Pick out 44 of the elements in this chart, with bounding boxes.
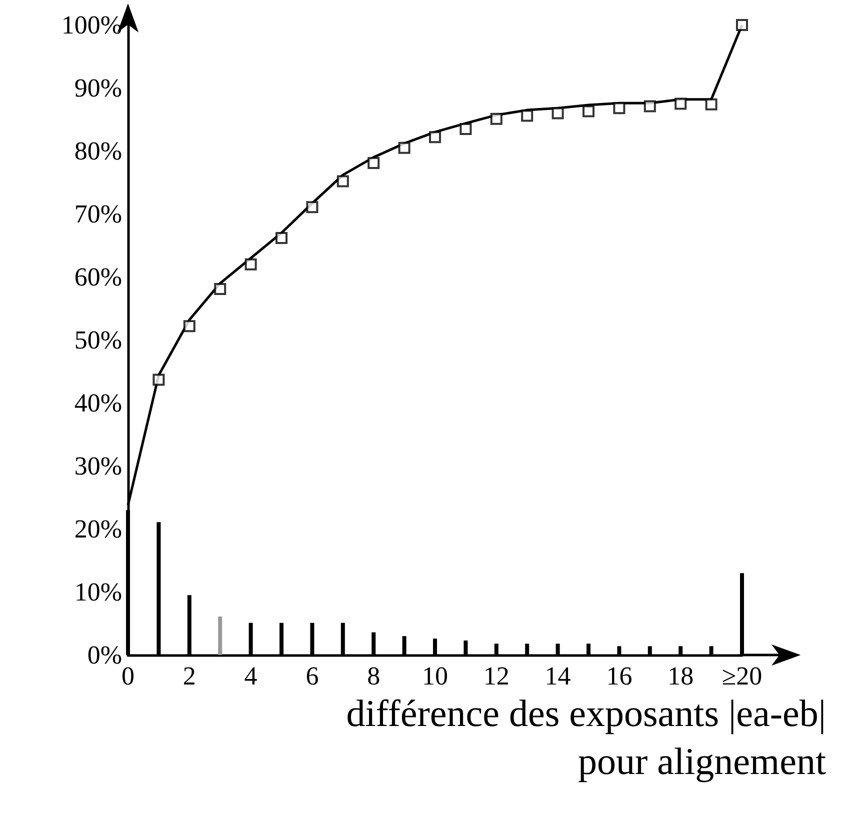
point (705, 98, 718, 110)
x-tick-label: 14 (544, 662, 571, 690)
point (368, 156, 380, 169)
y-tick-label: 50% (74, 326, 122, 354)
point (521, 110, 534, 122)
point (613, 102, 626, 114)
point (674, 98, 687, 110)
y-tick-label: 30% (74, 452, 122, 480)
x-tick-label: 10 (422, 662, 448, 690)
point (552, 107, 564, 120)
point (582, 105, 594, 118)
x-tick-label: 0 (122, 662, 134, 690)
point (214, 282, 226, 295)
y-tick-label: 20% (74, 514, 122, 544)
point (736, 19, 748, 31)
x-tick-label: 6 (306, 662, 319, 690)
point (152, 374, 165, 386)
x-tick-label: 4 (244, 662, 258, 690)
x-tick-label: 12 (483, 662, 510, 690)
y-tick-label: 100% (61, 10, 122, 40)
point (306, 201, 318, 214)
y-tick-label: 70% (74, 200, 122, 228)
point (336, 175, 349, 188)
point (276, 232, 288, 244)
y-tick-label: 0% (87, 640, 122, 670)
y-tick-label: 80% (74, 136, 122, 166)
point (644, 100, 656, 112)
bar (218, 616, 222, 655)
y-tick-label: 90% (74, 74, 122, 102)
point (490, 112, 502, 125)
y-tick-label: 10% (74, 578, 122, 606)
x-tick-label: 2 (182, 662, 196, 690)
y-tick-label: 60% (74, 262, 122, 292)
x-tick-label: ≥20 (722, 662, 762, 690)
x-tick-label: 18 (668, 662, 694, 690)
point (460, 122, 472, 135)
point (398, 142, 410, 154)
x-tick-label: 8 (367, 662, 380, 690)
point (429, 131, 441, 144)
y-tick-label: 40% (74, 388, 122, 418)
point (244, 258, 257, 270)
x-tick-label: 16 (606, 662, 632, 690)
x-axis-title: différence des exposants |ea-eb| pour alignement (346, 692, 826, 785)
point (183, 320, 196, 332)
